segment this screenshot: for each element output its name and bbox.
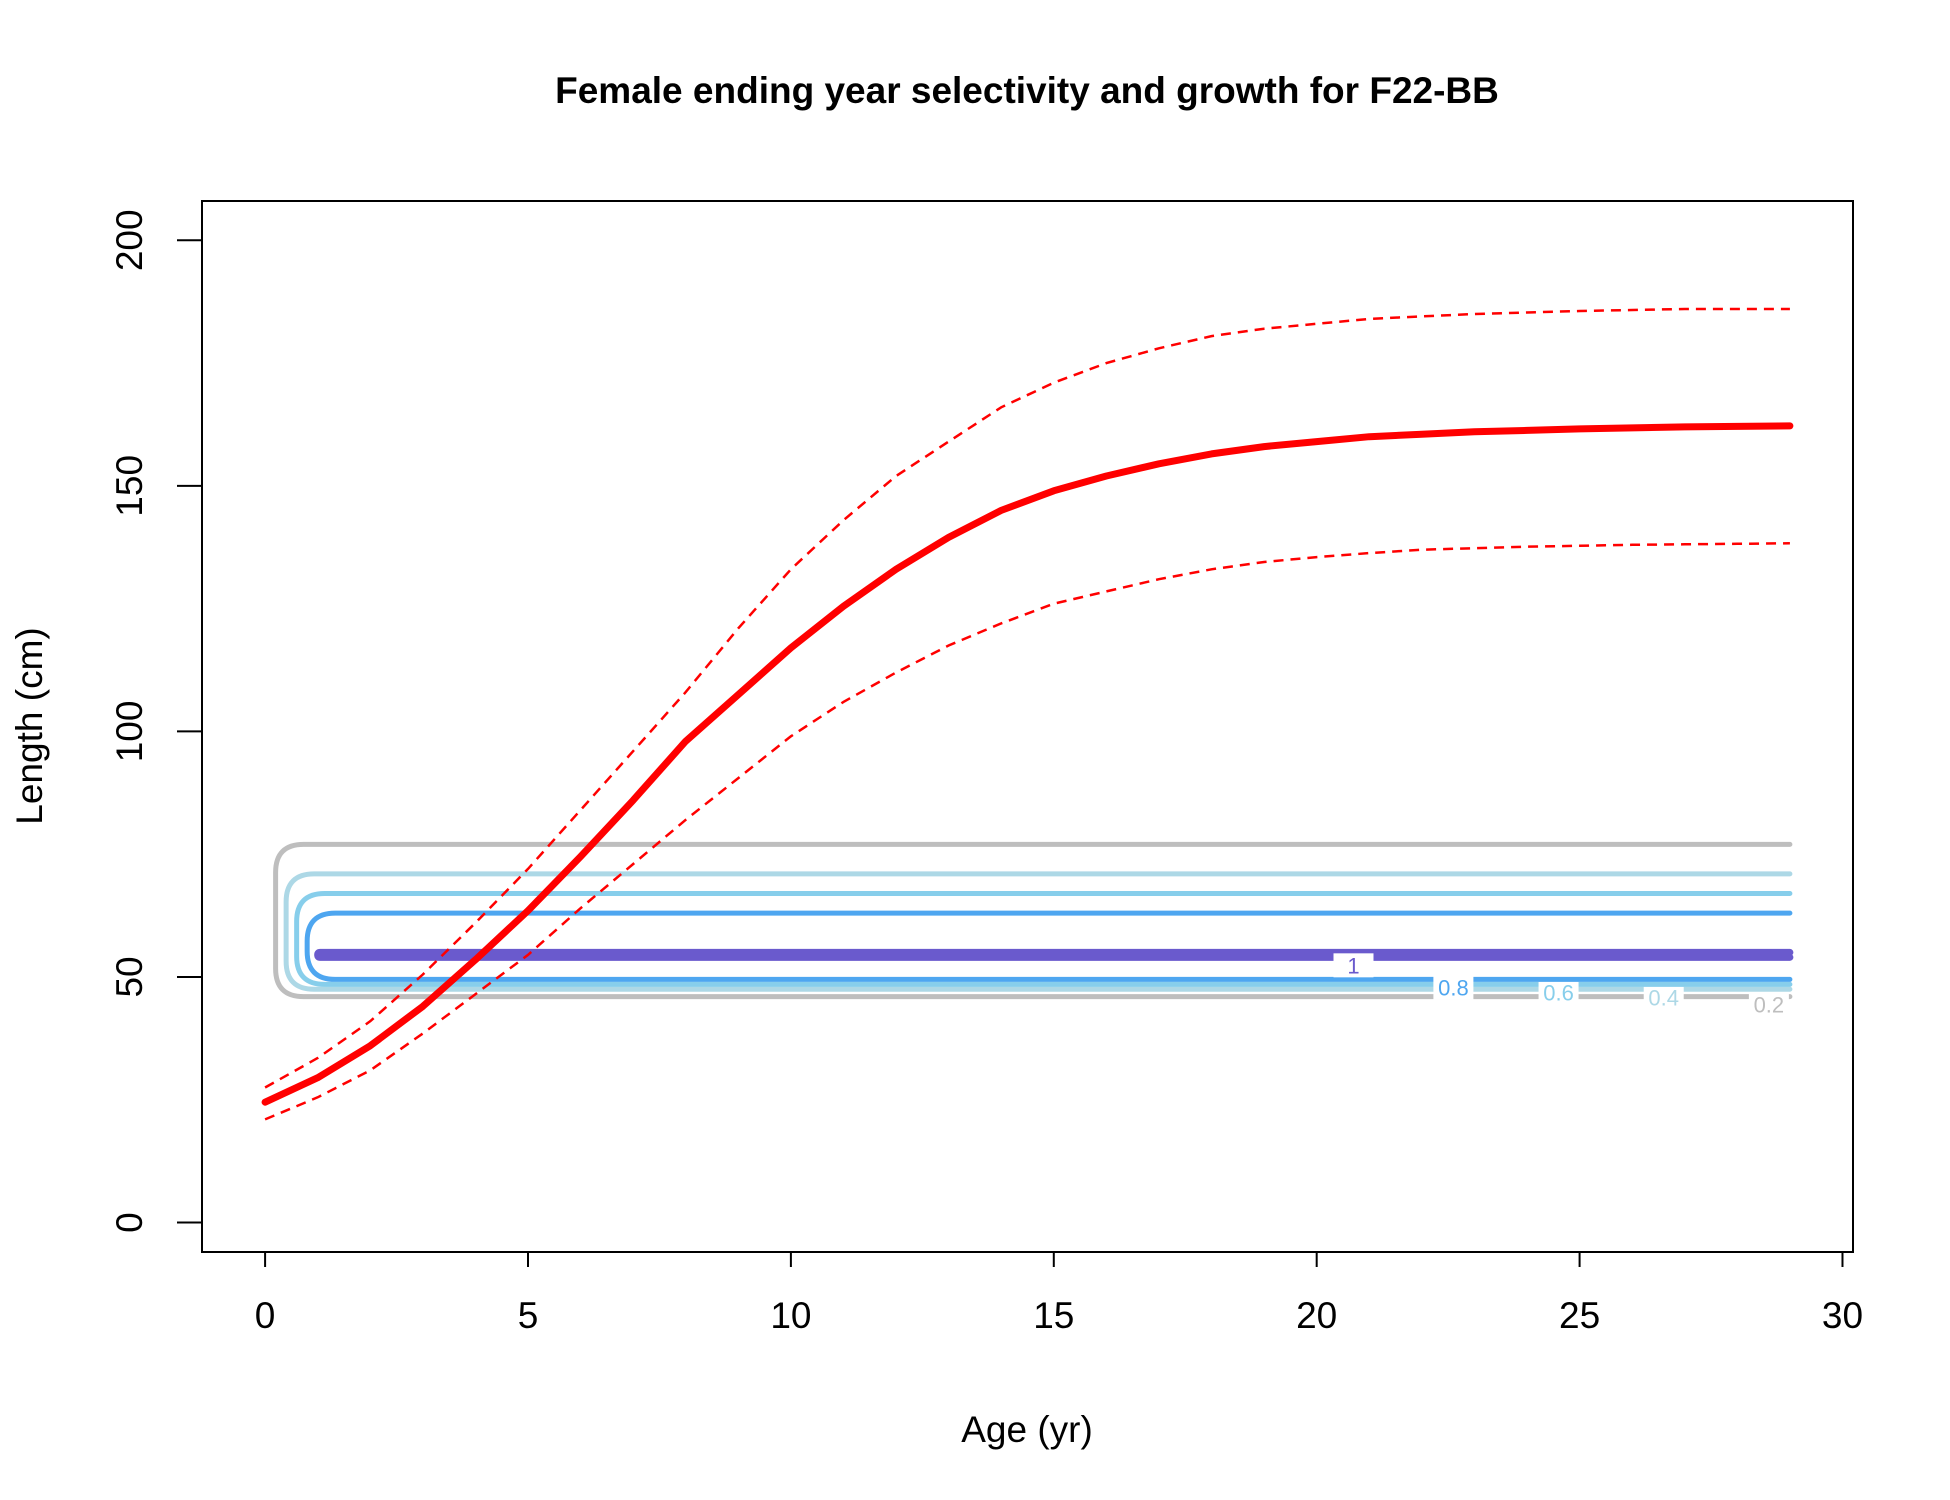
y-axis: 0 50 100 150 200 bbox=[109, 209, 203, 1233]
y-tick-label: 200 bbox=[109, 209, 150, 271]
growth-mean-line bbox=[261, 422, 1794, 1106]
y-tick-label: 0 bbox=[109, 1212, 150, 1233]
x-tick-label: 10 bbox=[770, 1295, 811, 1336]
selectivity-contour-0-4 bbox=[283, 871, 1793, 992]
x-tick-label: 5 bbox=[518, 1295, 539, 1336]
contour-label-background bbox=[1748, 992, 1789, 1017]
contour-label-background bbox=[1538, 980, 1579, 1005]
y-axis-label: Length (cm) bbox=[9, 627, 50, 824]
selectivity-contour-0-6 bbox=[294, 890, 1793, 987]
selectivity-contour-1 bbox=[314, 948, 1794, 961]
x-tick-label: 30 bbox=[1822, 1295, 1863, 1336]
contour-label-0-4: 0.4 bbox=[1648, 985, 1679, 1010]
plot-area: 0.2 0.4 0.6 0.8 1 bbox=[261, 307, 1794, 1121]
contour-label-1: 1 bbox=[1347, 953, 1359, 978]
growth-lower-bound-line bbox=[264, 542, 1790, 1121]
plot-frame bbox=[201, 200, 1854, 1253]
x-tick-label: 15 bbox=[1033, 1295, 1074, 1336]
x-tick-label: 25 bbox=[1559, 1295, 1600, 1336]
selectivity-contour-0-2 bbox=[273, 841, 1793, 1000]
y-tick-label: 150 bbox=[109, 455, 150, 517]
contour-label-0-6: 0.6 bbox=[1543, 980, 1574, 1005]
contour-label-0-2: 0.2 bbox=[1754, 993, 1785, 1018]
y-tick-label: 100 bbox=[109, 701, 150, 763]
x-axis: 0 5 10 15 20 25 30 bbox=[255, 1251, 1863, 1336]
y-tick-label: 50 bbox=[109, 956, 150, 997]
x-tick-label: 20 bbox=[1296, 1295, 1337, 1336]
chart-title: Female ending year selectivity and growt… bbox=[555, 70, 1499, 111]
contour-label-0-8: 0.8 bbox=[1438, 975, 1469, 1000]
contour-label-background bbox=[1333, 953, 1374, 978]
contour-label-background bbox=[1643, 985, 1684, 1010]
x-tick-label: 0 bbox=[255, 1295, 276, 1336]
growth-upper-bound-line bbox=[264, 307, 1790, 1089]
x-axis-label: Age (yr) bbox=[961, 1409, 1093, 1450]
contour-label-background bbox=[1433, 975, 1474, 1000]
selectivity-contour-0-8 bbox=[304, 910, 1793, 982]
